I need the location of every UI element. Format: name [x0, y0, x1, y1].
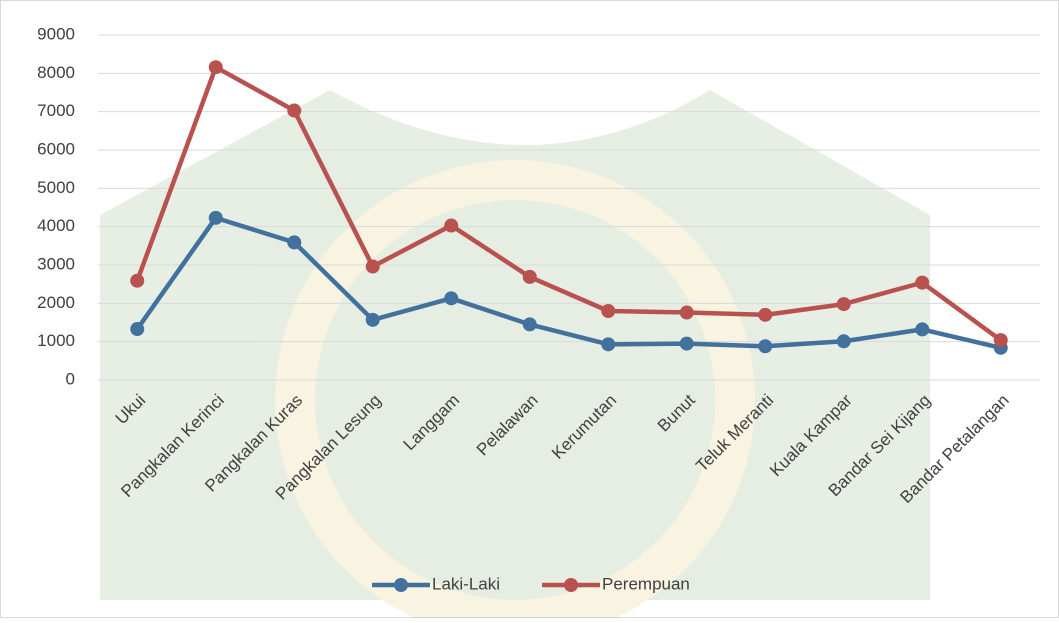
data-point — [915, 322, 930, 337]
series-line — [135, 64, 1003, 342]
data-point — [915, 275, 930, 290]
data-point — [679, 305, 694, 320]
data-point — [522, 317, 537, 332]
data-point — [208, 60, 223, 75]
data-point — [208, 210, 223, 225]
series-line — [135, 215, 1002, 350]
data-point — [444, 218, 459, 233]
watermark — [100, 90, 930, 623]
y-tick-label: 9000 — [37, 24, 75, 43]
legend-label: Perempuan — [602, 574, 690, 593]
data-point — [758, 339, 773, 354]
data-point — [287, 103, 302, 118]
data-point — [365, 312, 380, 327]
y-tick-label: 5000 — [37, 178, 75, 197]
y-tick-label: 2000 — [37, 293, 75, 312]
data-point — [522, 269, 537, 284]
data-point — [601, 337, 616, 352]
data-point — [679, 336, 694, 351]
y-tick-label: 8000 — [37, 63, 75, 82]
data-point — [365, 259, 380, 274]
y-tick-label: 1000 — [37, 331, 75, 350]
data-point — [601, 304, 616, 318]
legend-marker — [564, 578, 578, 592]
data-point — [130, 322, 145, 337]
data-point — [287, 235, 302, 250]
data-point — [444, 291, 459, 306]
data-point — [758, 307, 773, 322]
y-tick-label: 4000 — [37, 216, 75, 235]
y-tick-label: 3000 — [37, 254, 75, 273]
data-point — [993, 333, 1008, 348]
y-tick-label: 7000 — [37, 101, 75, 120]
legend-marker — [394, 578, 408, 592]
data-point — [836, 297, 851, 312]
data-point — [130, 273, 145, 288]
legend-label: Laki-Laki — [432, 574, 500, 593]
y-tick-label: 0 — [66, 369, 75, 388]
data-point — [836, 334, 851, 349]
y-tick-label: 6000 — [37, 139, 75, 158]
